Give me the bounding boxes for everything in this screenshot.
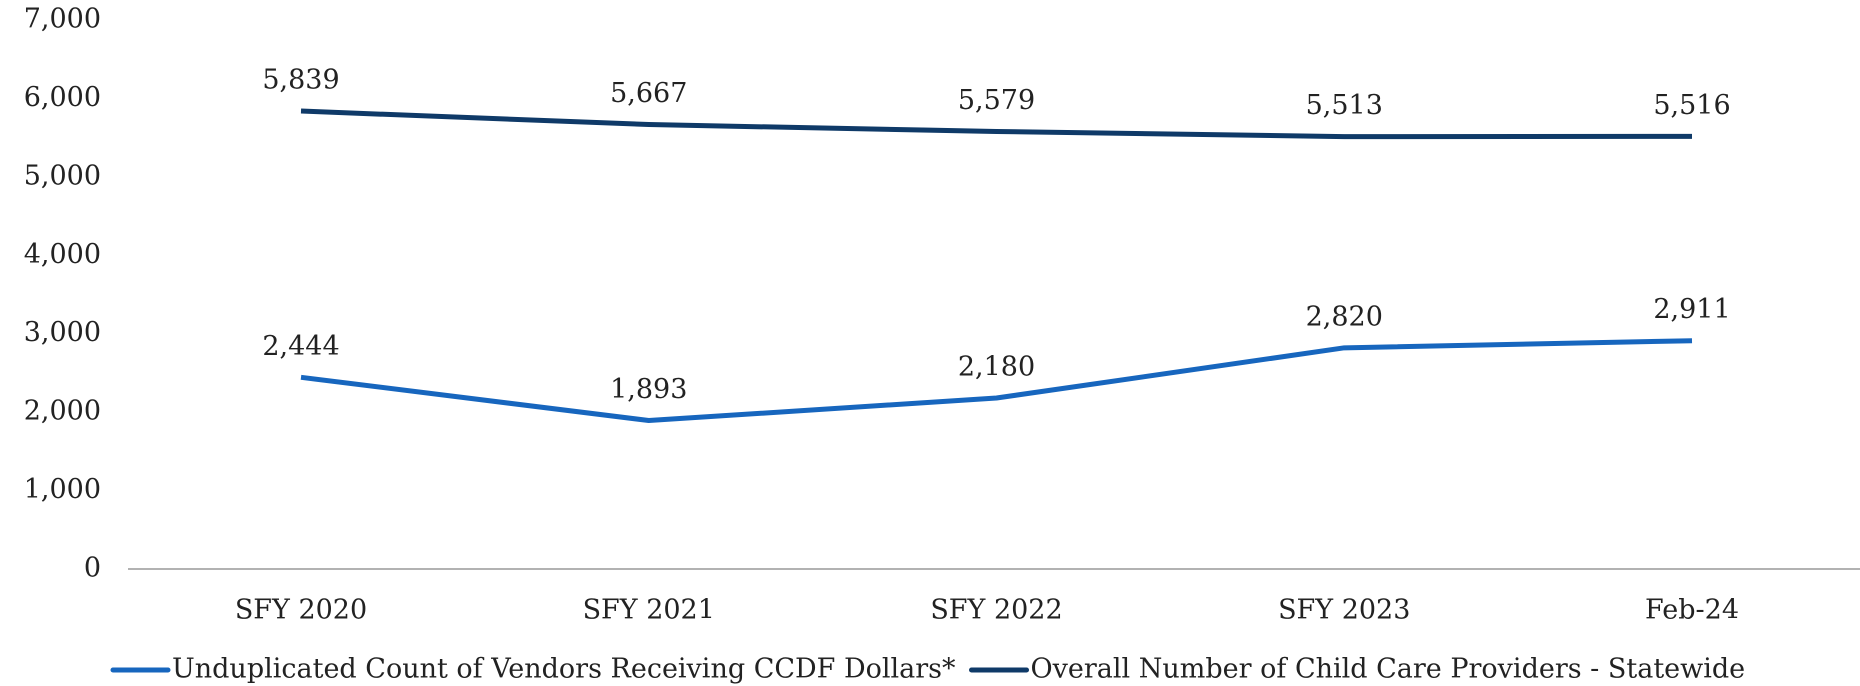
y-tick-label: 5,000 bbox=[24, 160, 101, 191]
data-label: 5,579 bbox=[958, 85, 1035, 116]
x-tick-label: SFY 2022 bbox=[930, 595, 1062, 626]
y-tick-label: 6,000 bbox=[24, 82, 101, 113]
x-tick-label: SFY 2021 bbox=[583, 595, 715, 626]
y-tick-label: 7,000 bbox=[24, 4, 101, 35]
y-tick-label: 4,000 bbox=[24, 239, 101, 270]
data-label: 1,893 bbox=[610, 374, 687, 405]
y-tick-label: 2,000 bbox=[24, 396, 101, 427]
data-label: 5,839 bbox=[262, 65, 339, 96]
data-label: 2,911 bbox=[1653, 294, 1730, 325]
legend-label: Overall Number of Child Care Providers -… bbox=[1031, 654, 1746, 685]
data-label: 5,516 bbox=[1653, 90, 1730, 121]
series-line bbox=[300, 108, 1693, 140]
legend-label: Unduplicated Count of Vendors Receiving … bbox=[172, 654, 956, 685]
x-tick-label: Feb-24 bbox=[1645, 595, 1739, 626]
data-label: 2,820 bbox=[1306, 301, 1383, 332]
data-label: 2,444 bbox=[262, 331, 339, 362]
x-tick-label: SFY 2023 bbox=[1278, 595, 1410, 626]
y-tick-label: 3,000 bbox=[24, 317, 101, 348]
x-tick-label: SFY 2020 bbox=[235, 595, 367, 626]
data-label: 2,180 bbox=[958, 352, 1035, 383]
data-label: 5,513 bbox=[1306, 90, 1383, 121]
data-label: 5,667 bbox=[610, 78, 687, 109]
series-line bbox=[300, 338, 1693, 424]
y-tick-label: 1,000 bbox=[24, 474, 101, 505]
y-tick-label: 0 bbox=[84, 553, 101, 584]
